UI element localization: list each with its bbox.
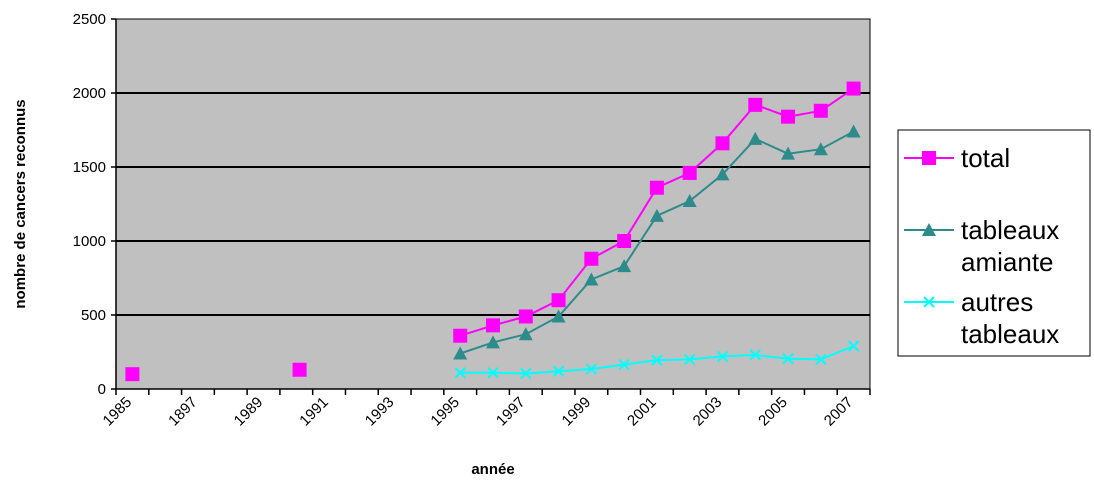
data-point — [453, 328, 468, 343]
data-point — [584, 251, 599, 266]
data-point — [617, 259, 632, 273]
axis-layer — [111, 18, 871, 395]
x-tick-label: 2005 — [755, 394, 791, 430]
data-point — [682, 194, 697, 208]
data-point — [486, 318, 500, 333]
plot-area — [115, 18, 871, 390]
data-point — [847, 340, 860, 352]
data-point — [716, 350, 729, 363]
data-point — [846, 124, 861, 138]
x-tick-label: 1995 — [427, 394, 463, 430]
data-point — [715, 167, 730, 181]
x-tick-label: 1997 — [493, 394, 529, 430]
x-tick-labels: 1985 1897 1989 1991 1993 1995 1997 1999 2001 2003… — [100, 394, 857, 430]
x-tick-label: 1991 — [296, 394, 332, 430]
data-point — [748, 97, 763, 112]
data-point — [454, 367, 466, 379]
data-point — [715, 136, 730, 151]
data-point — [617, 234, 632, 248]
legend-label: tableaux — [961, 215, 1059, 245]
series-layer — [125, 81, 861, 382]
data-point — [781, 109, 796, 124]
x-tick-label: 1985 — [100, 394, 136, 430]
grid-layer — [116, 92, 870, 316]
y-tick-label: 1000 — [73, 233, 106, 250]
data-point — [813, 142, 828, 156]
data-point — [551, 293, 566, 308]
legend-label: total — [961, 143, 1010, 173]
legend-label: tableaux — [961, 319, 1059, 349]
data-point — [781, 146, 796, 160]
y-tick-label: 1500 — [73, 159, 106, 176]
legend-label: amiante — [961, 247, 1054, 277]
x-tick-label: 1897 — [165, 394, 201, 430]
data-point — [748, 131, 763, 145]
series-autres-tableaux — [454, 340, 860, 380]
data-point — [651, 354, 663, 366]
legend-marker — [922, 223, 936, 236]
y-tick-label: 500 — [81, 307, 106, 324]
data-point — [125, 367, 140, 382]
y-tick-label: 2500 — [73, 11, 106, 28]
x-tick-label: 1989 — [231, 394, 267, 430]
legend-entry: total — [904, 143, 1010, 173]
x-tick-label: 2007 — [821, 394, 857, 430]
data-point — [846, 81, 861, 96]
y-tick-label: 2000 — [73, 85, 106, 102]
data-point — [552, 365, 565, 377]
data-point — [518, 309, 533, 324]
data-point — [486, 335, 500, 349]
y-tick-label: 0 — [98, 381, 106, 398]
x-axis-title: année — [471, 461, 514, 478]
x-tick-label: 2001 — [624, 394, 660, 430]
data-point — [813, 103, 828, 118]
legend-label: autres — [961, 287, 1033, 317]
x-tick-label: 1999 — [559, 394, 595, 430]
legend-marker — [922, 151, 936, 165]
data-point — [292, 362, 307, 377]
data-point — [518, 327, 533, 341]
data-point — [585, 363, 598, 375]
x-tick-label: 2003 — [690, 394, 726, 430]
data-point — [649, 208, 664, 222]
y-axis-title: nombre de cancers reconnus — [12, 99, 29, 308]
x-tick-label: 1993 — [362, 394, 398, 430]
data-point — [682, 165, 697, 180]
data-point — [782, 352, 794, 365]
data-point — [551, 309, 566, 323]
legend-marker — [923, 296, 935, 308]
series-total — [125, 81, 861, 382]
series-tableaux-amiante — [453, 124, 861, 360]
data-point — [683, 353, 696, 366]
y-tick-labels: 0 500 1000 1500 2000 2500 — [73, 11, 106, 398]
data-point — [649, 180, 664, 195]
data-point — [584, 272, 599, 286]
data-point — [453, 346, 468, 360]
data-point — [487, 367, 499, 379]
legend-box — [897, 129, 1091, 357]
data-point — [520, 367, 532, 380]
data-point — [618, 358, 630, 371]
data-point — [815, 353, 827, 366]
data-point — [749, 349, 761, 361]
